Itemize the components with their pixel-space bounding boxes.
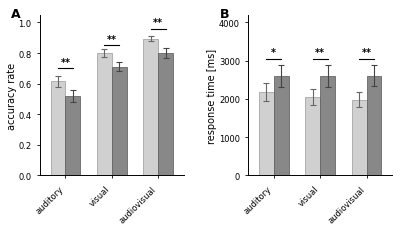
Text: A: A	[11, 8, 21, 21]
Bar	[97, 54, 112, 176]
Text: **: **	[315, 48, 325, 58]
Bar	[352, 100, 366, 176]
Y-axis label: accuracy rate: accuracy rate	[7, 62, 17, 129]
Text: **: **	[153, 18, 163, 28]
Bar	[274, 76, 289, 176]
Bar	[366, 76, 381, 176]
Bar	[66, 96, 80, 176]
Y-axis label: response time [ms]: response time [ms]	[208, 48, 218, 143]
Bar	[158, 54, 173, 176]
Bar	[259, 92, 274, 176]
Bar	[143, 39, 158, 176]
Bar	[112, 68, 127, 176]
Text: **: **	[107, 35, 117, 45]
Bar	[305, 97, 320, 176]
Text: B: B	[220, 8, 229, 21]
Text: *: *	[271, 48, 276, 58]
Bar	[320, 76, 335, 176]
Text: **: **	[60, 58, 70, 68]
Bar	[51, 82, 66, 176]
Text: **: **	[362, 48, 372, 58]
